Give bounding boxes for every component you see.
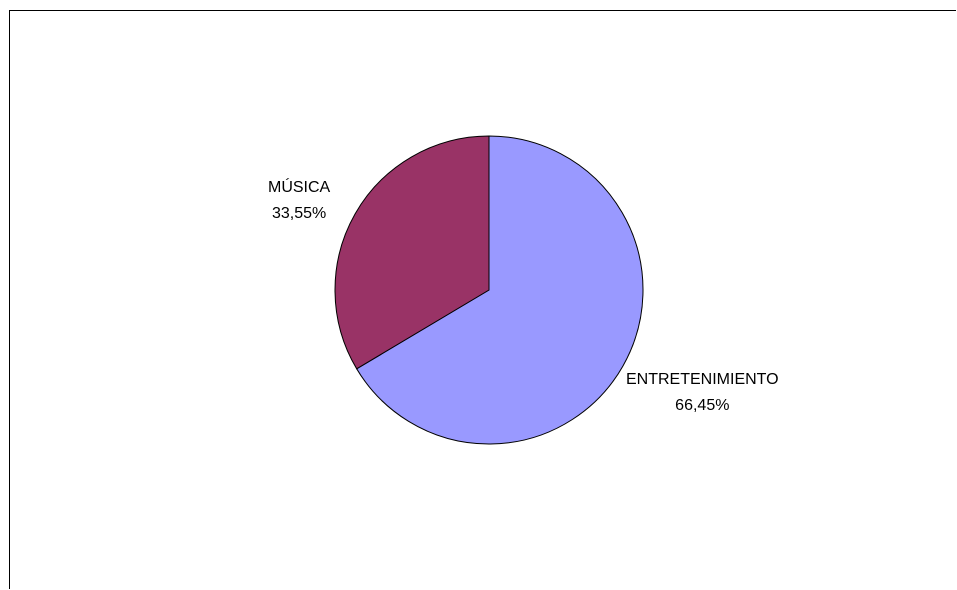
label-musica-value: 33,55%: [271, 205, 327, 222]
label-entretenimiento-name: ENTRETENIMIENTO: [626, 371, 779, 388]
pie-slice-musica: [334, 135, 490, 370]
label-entretenimiento: ENTRETENIMIENTO 66,45%: [626, 367, 779, 419]
pie-slice-entretenimiento: [356, 135, 644, 445]
chart-area: MÚSICA 33,55% ENTRETENIMIENTO 66,45%: [9, 10, 956, 589]
pie-chart: [334, 135, 644, 445]
label-musica: MÚSICA 33,55%: [268, 175, 330, 227]
label-entretenimiento-value: 66,45%: [675, 397, 730, 414]
label-musica-name: MÚSICA: [268, 179, 331, 196]
